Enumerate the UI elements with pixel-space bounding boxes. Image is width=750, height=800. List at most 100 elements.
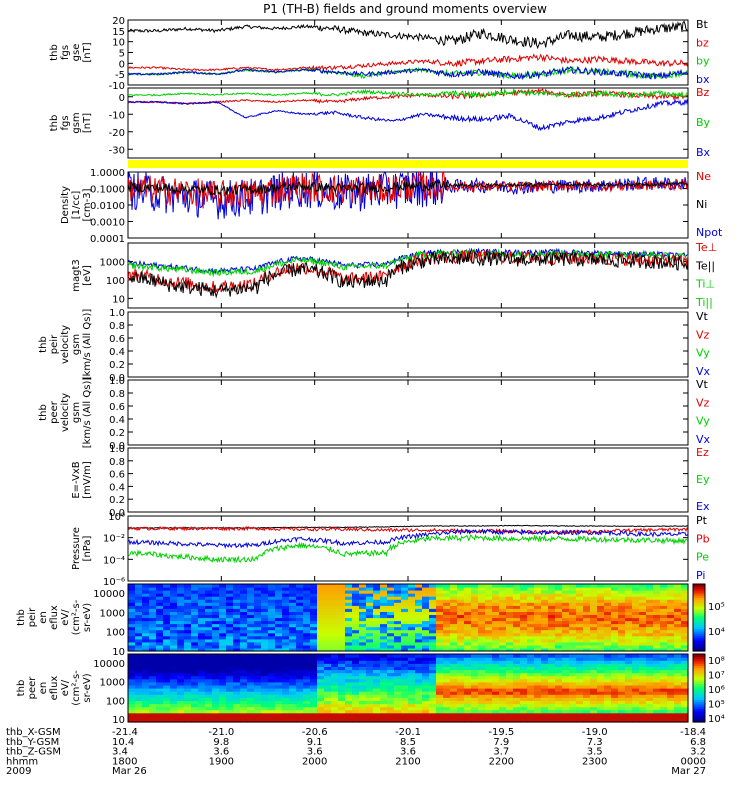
heatmap-cell	[135, 703, 143, 708]
heatmap-cell	[485, 608, 493, 612]
heatmap-cell	[198, 654, 206, 658]
heatmap-cell	[226, 635, 234, 640]
heatmap-cell	[415, 669, 423, 674]
heatmap-cell	[464, 635, 472, 640]
heatmap-cell	[520, 694, 528, 698]
y-tick-label: 0.2	[109, 495, 125, 506]
heatmap-cell	[590, 602, 598, 606]
heatmap-cell	[345, 675, 353, 680]
heatmap-cell	[429, 669, 437, 674]
heatmap-cell	[317, 596, 325, 600]
heatmap-cell	[499, 599, 507, 603]
heatmap-cell	[373, 648, 381, 652]
heatmap-cell	[261, 715, 269, 720]
heatmap-cell	[653, 638, 661, 643]
heatmap-cell	[324, 584, 332, 588]
heatmap-cell	[618, 626, 626, 631]
heatmap-cell	[163, 703, 171, 708]
heatmap-cell	[569, 681, 577, 686]
colorbar-frame	[692, 583, 706, 652]
heatmap-cell	[681, 691, 689, 695]
heatmap-cell	[450, 635, 458, 640]
heatmap-cell	[674, 697, 682, 701]
heatmap-cell	[317, 611, 325, 615]
heatmap-cell	[387, 700, 395, 705]
heatmap-cell	[604, 590, 612, 594]
heatmap-cell	[177, 648, 185, 652]
colorbar-step	[693, 613, 705, 616]
heatmap-cell	[681, 688, 689, 692]
heatmap-cell	[583, 675, 591, 680]
heatmap-cell	[506, 599, 514, 603]
heatmap-cell	[212, 660, 220, 664]
heatmap-cell	[331, 620, 339, 625]
heatmap-cell	[611, 718, 619, 723]
heatmap-cell	[191, 684, 199, 689]
heatmap-cell	[163, 691, 171, 695]
heatmap-cell	[359, 715, 367, 720]
heatmap-cell	[478, 706, 486, 711]
heatmap-cell	[247, 614, 255, 619]
heatmap-cell	[639, 611, 647, 615]
heatmap-cell	[149, 697, 157, 701]
heatmap-cell	[198, 669, 206, 674]
heatmap-cell	[429, 599, 437, 603]
heatmap-cell	[457, 617, 465, 622]
heatmap-cell	[464, 669, 472, 674]
heatmap-cell	[471, 718, 479, 723]
heatmap-cell	[373, 675, 381, 680]
heatmap-cell	[590, 675, 598, 680]
heatmap-cell	[450, 626, 458, 631]
heatmap-cell	[681, 681, 689, 686]
heatmap-cell	[499, 623, 507, 628]
heatmap-cell	[478, 638, 486, 643]
heatmap-cell	[373, 657, 381, 661]
colorbar-step	[693, 690, 705, 694]
heatmap-cell	[331, 703, 339, 708]
heatmap-cell	[163, 611, 171, 615]
heatmap-cell	[485, 584, 493, 588]
heatmap-cell	[177, 654, 185, 658]
heatmap-cell	[541, 611, 549, 615]
heatmap-cell	[303, 587, 311, 591]
heatmap-cell	[240, 706, 248, 711]
heatmap-cell	[506, 593, 514, 597]
heatmap-cell	[247, 644, 255, 649]
heatmap-cell	[233, 620, 241, 625]
heatmap-cell	[296, 605, 304, 609]
heatmap-cell	[667, 620, 675, 625]
heatmap-cell	[450, 666, 458, 671]
series-pressure-3	[127, 533, 689, 564]
heatmap-cell	[681, 584, 689, 588]
heatmap-cell	[520, 608, 528, 612]
heatmap-cell	[464, 675, 472, 680]
heatmap-cell	[352, 712, 360, 717]
heatmap-cell	[240, 675, 248, 680]
heatmap-cell	[534, 688, 542, 692]
heatmap-cell	[569, 691, 577, 695]
heatmap-cell	[310, 669, 318, 674]
heatmap-cell	[590, 660, 598, 664]
heatmap-cell	[506, 584, 514, 588]
heatmap-cell	[422, 641, 430, 646]
heatmap-cell	[387, 672, 395, 677]
heatmap-cell	[583, 709, 591, 714]
heatmap-cell	[639, 657, 647, 661]
heatmap-cell	[576, 675, 584, 680]
heatmap-cell	[268, 593, 276, 597]
heatmap-cell	[548, 599, 556, 603]
heatmap-cell	[513, 648, 521, 652]
heatmap-cell	[170, 684, 178, 689]
heatmap-cell	[667, 635, 675, 640]
heatmap-cell	[569, 697, 577, 701]
heatmap-cell	[142, 709, 150, 714]
heatmap-cell	[205, 709, 213, 714]
heatmap-cell	[485, 605, 493, 609]
heatmap-cell	[163, 666, 171, 671]
heatmap-cell	[198, 660, 206, 664]
heatmap-cell	[660, 697, 668, 701]
heatmap-cell	[457, 626, 465, 631]
heatmap-cell	[156, 669, 164, 674]
heatmap-cell	[149, 596, 157, 600]
